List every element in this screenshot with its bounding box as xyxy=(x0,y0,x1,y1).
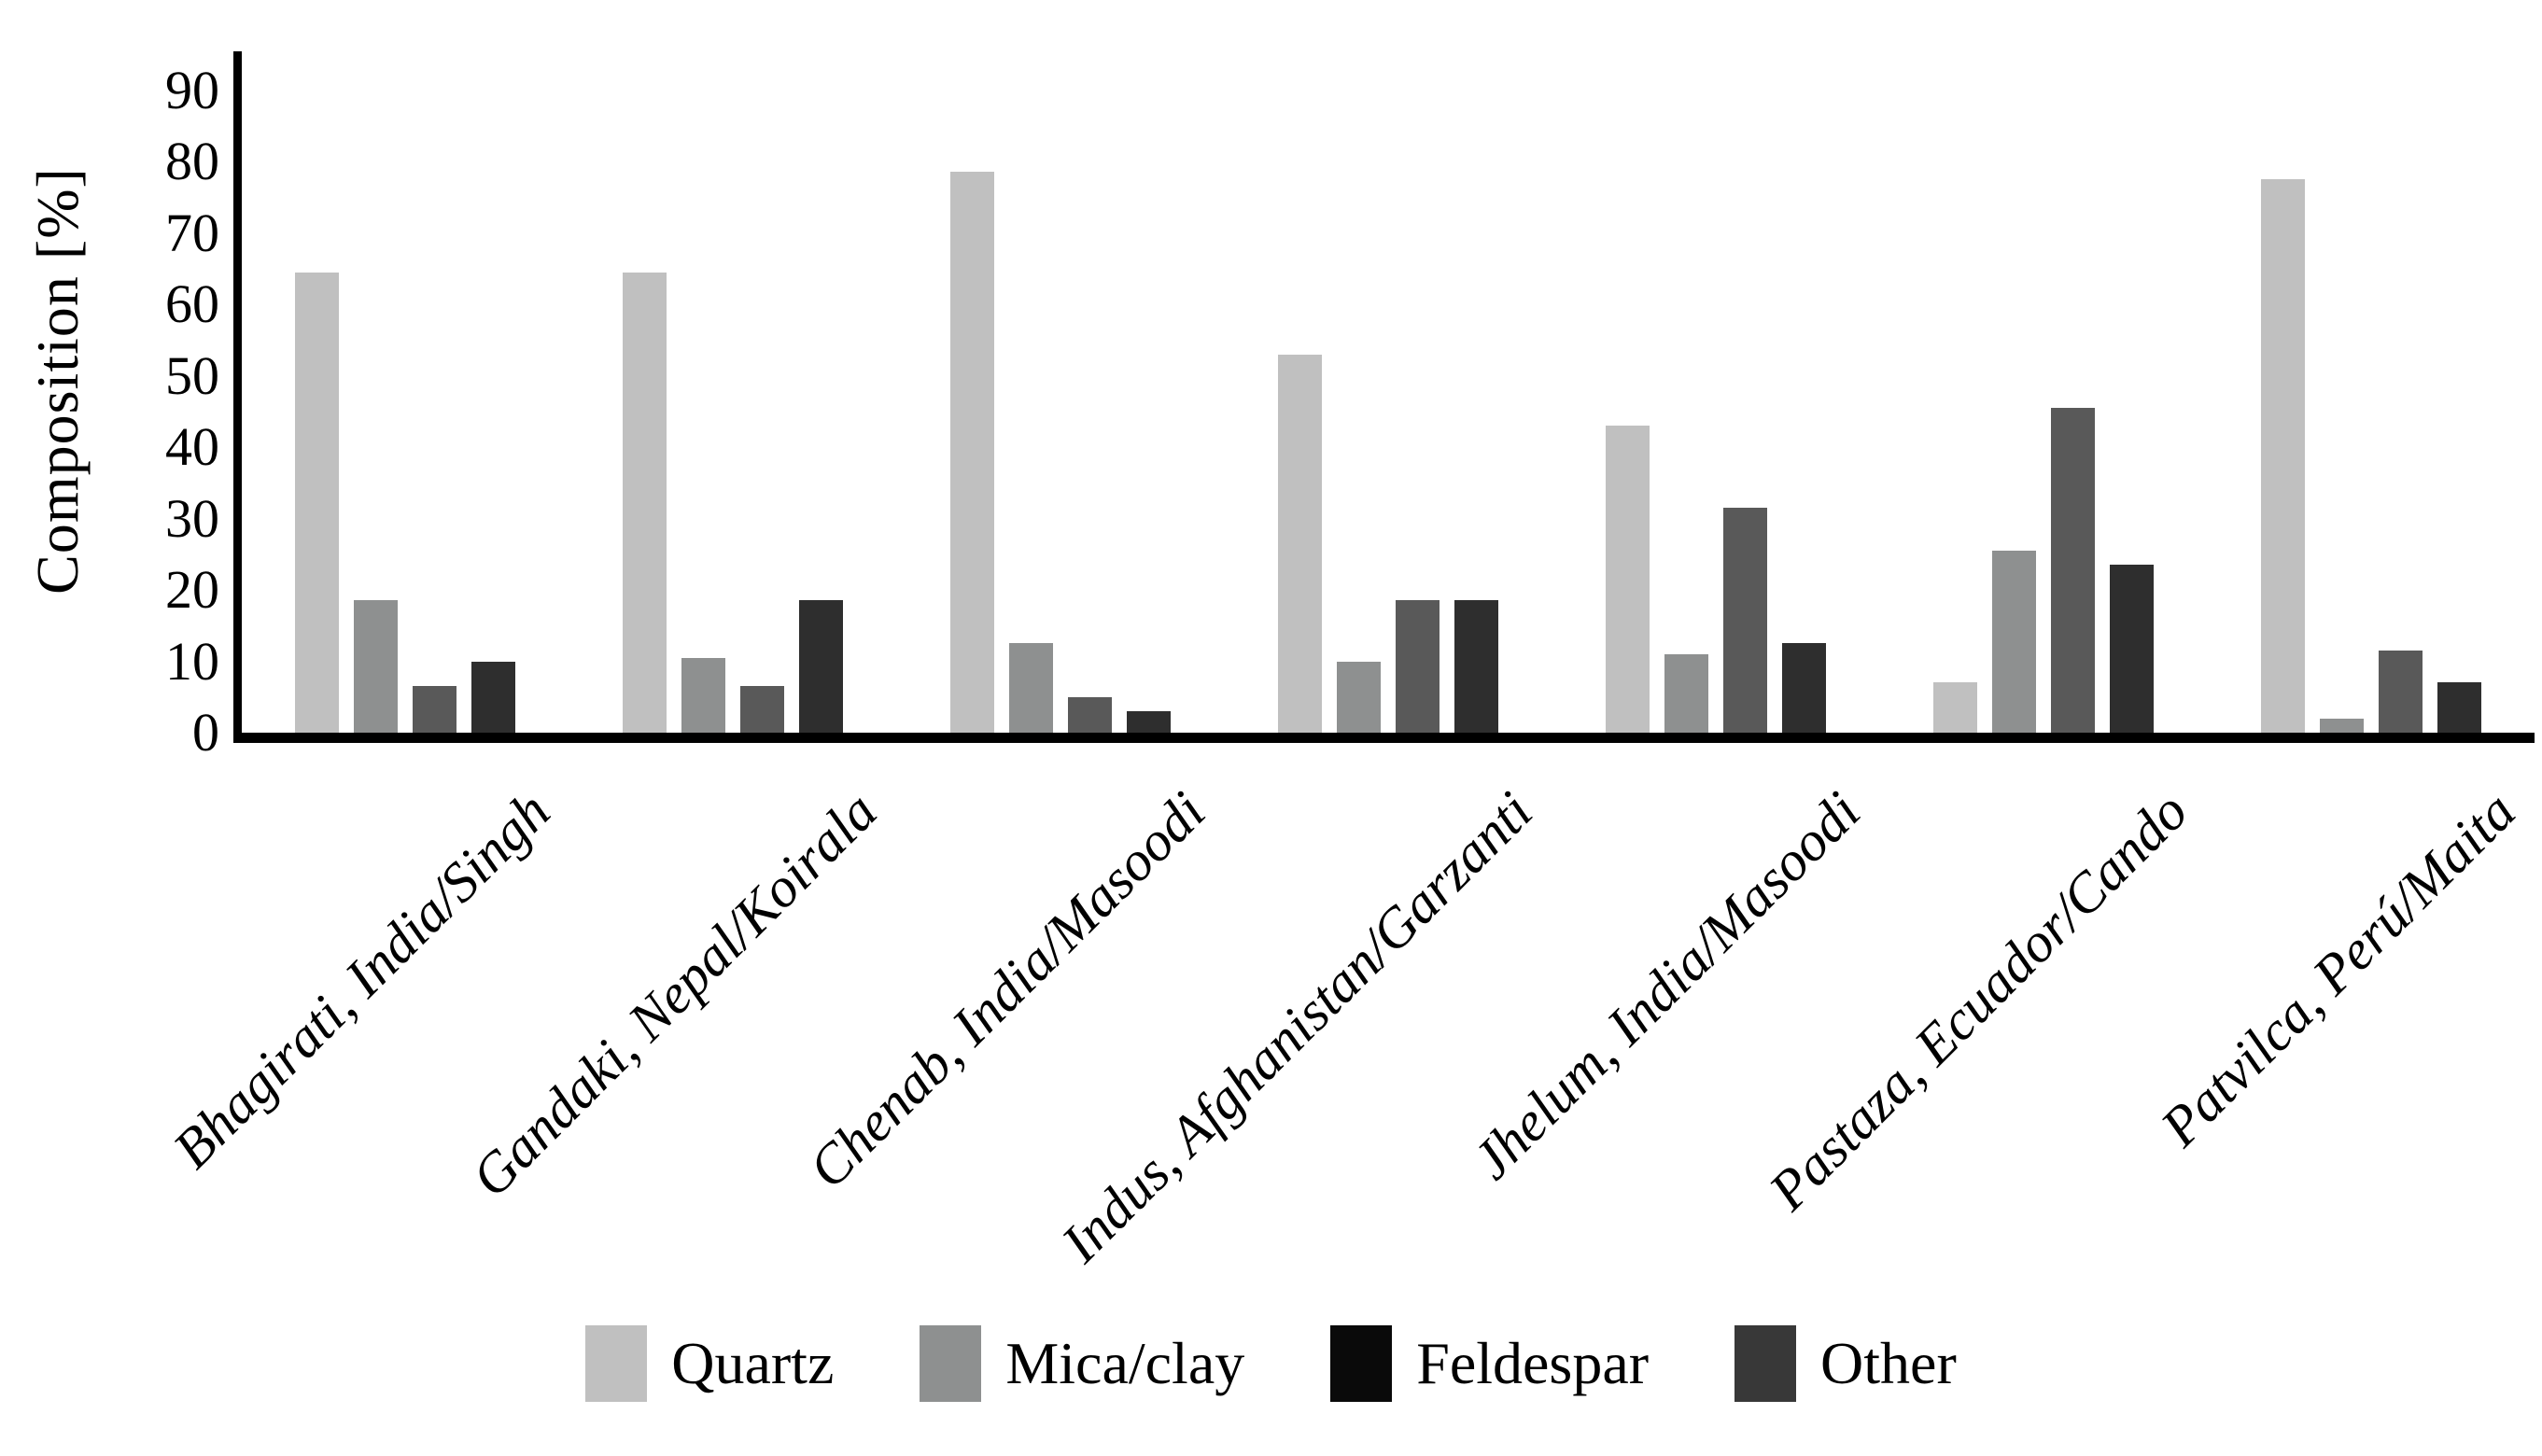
y-tick-label: 10 xyxy=(165,630,219,692)
legend-item-other: Other xyxy=(1734,1325,1957,1402)
bar-mica-clay xyxy=(681,657,725,733)
y-axis-title: Composition [%] xyxy=(24,167,91,595)
legend-item-quartz: Quartz xyxy=(585,1325,834,1402)
legend-item-feldespar: Feldespar xyxy=(1330,1325,1649,1402)
bar-other xyxy=(1454,600,1498,733)
bar-mica-clay xyxy=(353,600,398,733)
legend-swatch xyxy=(920,1325,982,1402)
bar-quartz xyxy=(1932,682,1977,733)
y-tick-label: 70 xyxy=(165,202,219,263)
legend-label: Mica/clay xyxy=(1005,1330,1245,1396)
bar-quartz xyxy=(1605,426,1650,733)
bar-quartz xyxy=(2260,179,2305,733)
bar-mica-clay xyxy=(1336,661,1381,733)
bar-mica-clay xyxy=(1664,653,1708,733)
bar-feldespar xyxy=(739,686,784,733)
legend-label: Quartz xyxy=(671,1330,835,1396)
bar-feldespar xyxy=(1067,696,1112,733)
legend-swatch xyxy=(585,1325,648,1402)
bar-feldespar xyxy=(1722,508,1767,733)
x-axis-category-label: Patvilca, Perú/Maita xyxy=(2149,779,2527,1158)
bar-other xyxy=(470,661,515,733)
bar-quartz xyxy=(622,272,667,733)
y-tick-label: 20 xyxy=(165,559,219,620)
legend-swatch xyxy=(1734,1325,1797,1402)
y-tick-label: 40 xyxy=(165,416,219,477)
bar-quartz xyxy=(949,172,994,733)
y-tick-label: 80 xyxy=(165,131,219,191)
bar-feldespar xyxy=(2378,651,2423,733)
bar-other xyxy=(1781,643,1826,733)
bar-other xyxy=(2109,565,2154,733)
x-axis-line xyxy=(233,733,2535,743)
chart-legend: Quartz Mica/clay Feldespar Other xyxy=(0,1325,2542,1402)
bar-feldespar xyxy=(412,686,456,733)
bar-mica-clay xyxy=(1008,643,1053,733)
y-tick-label: 50 xyxy=(165,344,219,406)
bar-mica-clay xyxy=(1991,550,2036,733)
bar-feldespar xyxy=(2050,407,2095,733)
y-tick-label: 30 xyxy=(165,487,219,549)
legend-label: Feldespar xyxy=(1416,1330,1650,1396)
y-tick-label: 60 xyxy=(165,273,219,334)
legend-item-mica-clay: Mica/clay xyxy=(920,1325,1244,1402)
bar-feldespar xyxy=(1395,600,1440,733)
y-axis-line xyxy=(233,51,242,743)
bar-other xyxy=(2437,682,2481,733)
legend-label: Other xyxy=(1820,1330,1957,1396)
legend-swatch xyxy=(1330,1325,1393,1402)
bar-quartz xyxy=(1277,354,1322,733)
bar-other xyxy=(1126,711,1171,733)
bar-mica-clay xyxy=(2319,718,2364,733)
bar-quartz xyxy=(294,272,339,733)
y-tick-label: 90 xyxy=(165,59,219,120)
bar-other xyxy=(798,600,843,733)
y-tick-label: 0 xyxy=(192,702,219,763)
